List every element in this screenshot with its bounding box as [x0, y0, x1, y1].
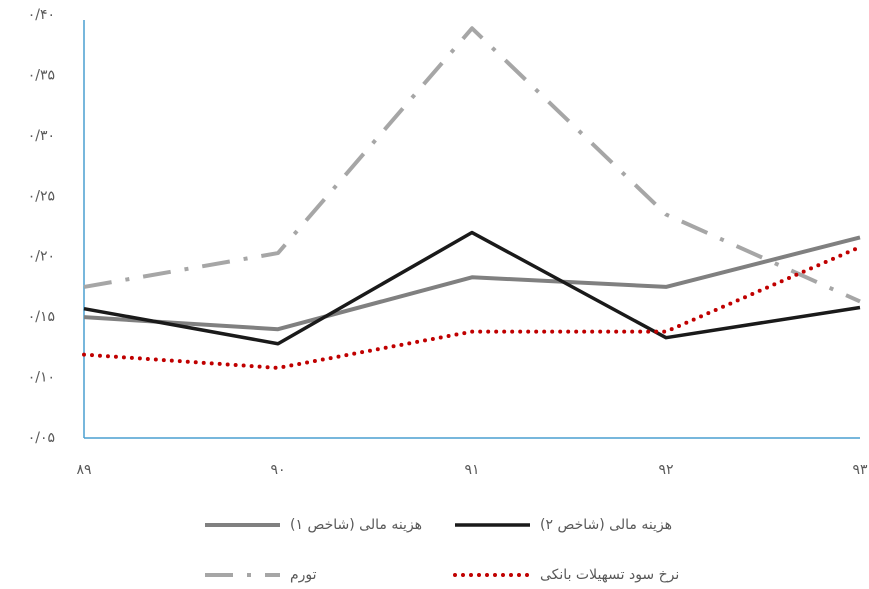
x-tick-label: ۹۳: [852, 462, 868, 478]
y-tick-label: ۰/۱۵: [28, 309, 55, 325]
series-line: [83, 26, 861, 304]
y-tick-label: ۰/۴۰: [28, 7, 55, 23]
legend-label: هزینه مالی (شاخص ۲): [540, 517, 672, 533]
legend-label: تورم: [290, 567, 317, 583]
legend-label: هزینه مالی (شاخص ۱): [290, 517, 422, 533]
series-line: [83, 235, 861, 332]
series-line: [82, 245, 862, 370]
series-line: [83, 230, 861, 346]
y-tick-label: ۰/۲۵: [28, 188, 55, 204]
y-tick-label: ۰/۰۵: [28, 430, 55, 446]
y-tick-label: ۰/۳۰: [28, 128, 55, 144]
x-tick-label: ۹۰: [270, 462, 285, 478]
y-tick-label: ۰/۳۵: [28, 67, 55, 83]
x-tick-label: ۹۱: [464, 462, 479, 478]
y-tick-label: ۰/۲۰: [28, 249, 55, 265]
y-tick-label: ۰/۱۰: [28, 370, 55, 386]
legend-label: نرخ سود تسهیلات بانکی: [540, 567, 679, 583]
x-tick-label: ۸۹: [76, 462, 91, 478]
x-tick-label: ۹۲: [658, 462, 673, 478]
